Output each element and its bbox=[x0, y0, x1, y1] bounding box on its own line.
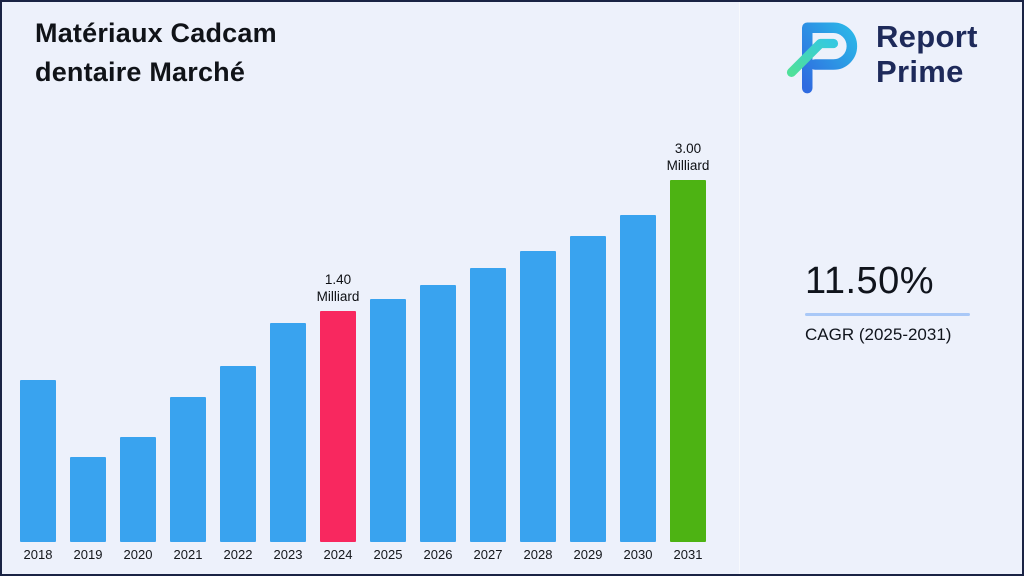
bar-2020 bbox=[120, 437, 156, 542]
x-axis-label-2018: 2018 bbox=[23, 547, 53, 562]
x-axis-label-2026: 2026 bbox=[423, 547, 453, 562]
x-axis-label-2024: 2024 bbox=[323, 547, 353, 562]
bar-2022 bbox=[220, 366, 256, 542]
x-axis-label-2023: 2023 bbox=[273, 547, 303, 562]
bar-2030 bbox=[620, 215, 656, 542]
report-prime-logo-icon bbox=[786, 22, 858, 94]
x-axis-label-2025: 2025 bbox=[373, 547, 403, 562]
x-axis-label-2028: 2028 bbox=[523, 547, 553, 562]
bar-annotation-2031: 3.00 Milliard bbox=[666, 141, 710, 173]
report-prime-logo-text: Report Prime bbox=[876, 19, 978, 89]
bar-2029 bbox=[570, 236, 606, 542]
x-axis-label-2020: 2020 bbox=[123, 547, 153, 562]
x-axis-label-2027: 2027 bbox=[473, 547, 503, 562]
x-axis-label-2022: 2022 bbox=[223, 547, 253, 562]
x-axis-label-2019: 2019 bbox=[73, 547, 103, 562]
cagr-value: 11.50% bbox=[805, 260, 935, 302]
bar-2027 bbox=[470, 268, 506, 542]
logo-text-line1: Report bbox=[876, 19, 978, 54]
page-title-line2: dentaire Marché bbox=[35, 57, 246, 87]
cagr-label: CAGR (2025-2031) bbox=[805, 325, 952, 344]
bar-annotation-2024: 1.40 Milliard bbox=[316, 272, 360, 304]
bar-2025 bbox=[370, 299, 406, 542]
market-bar-chart: 2018 2019 2020 2021 2022 2023 2024 2025 2026 2027… bbox=[2, 2, 742, 574]
cagr-underline bbox=[805, 313, 970, 316]
report-prime-logo: Report Prime bbox=[780, 12, 978, 96]
logo-text-line2: Prime bbox=[876, 54, 964, 89]
bar-2023 bbox=[270, 323, 306, 542]
cagr-block: 11.50% CAGR (2025-2031) bbox=[805, 260, 985, 345]
bar-2018 bbox=[20, 380, 56, 542]
bar-2019 bbox=[70, 457, 106, 542]
page-title: Matériaux Cadcam dentaire Marché bbox=[35, 14, 277, 92]
bar-2028 bbox=[520, 251, 556, 542]
bar-2021 bbox=[170, 397, 206, 542]
bar-2026 bbox=[420, 285, 456, 542]
x-axis-label-2029: 2029 bbox=[573, 547, 603, 562]
bar-2024 bbox=[320, 311, 356, 542]
bar-2031 bbox=[670, 180, 706, 542]
x-axis-label-2021: 2021 bbox=[173, 547, 203, 562]
x-axis-label-2031: 2031 bbox=[673, 547, 703, 562]
vertical-divider bbox=[739, 2, 740, 574]
x-axis-label-2030: 2030 bbox=[623, 547, 653, 562]
page-title-line1: Matériaux Cadcam bbox=[35, 18, 277, 48]
